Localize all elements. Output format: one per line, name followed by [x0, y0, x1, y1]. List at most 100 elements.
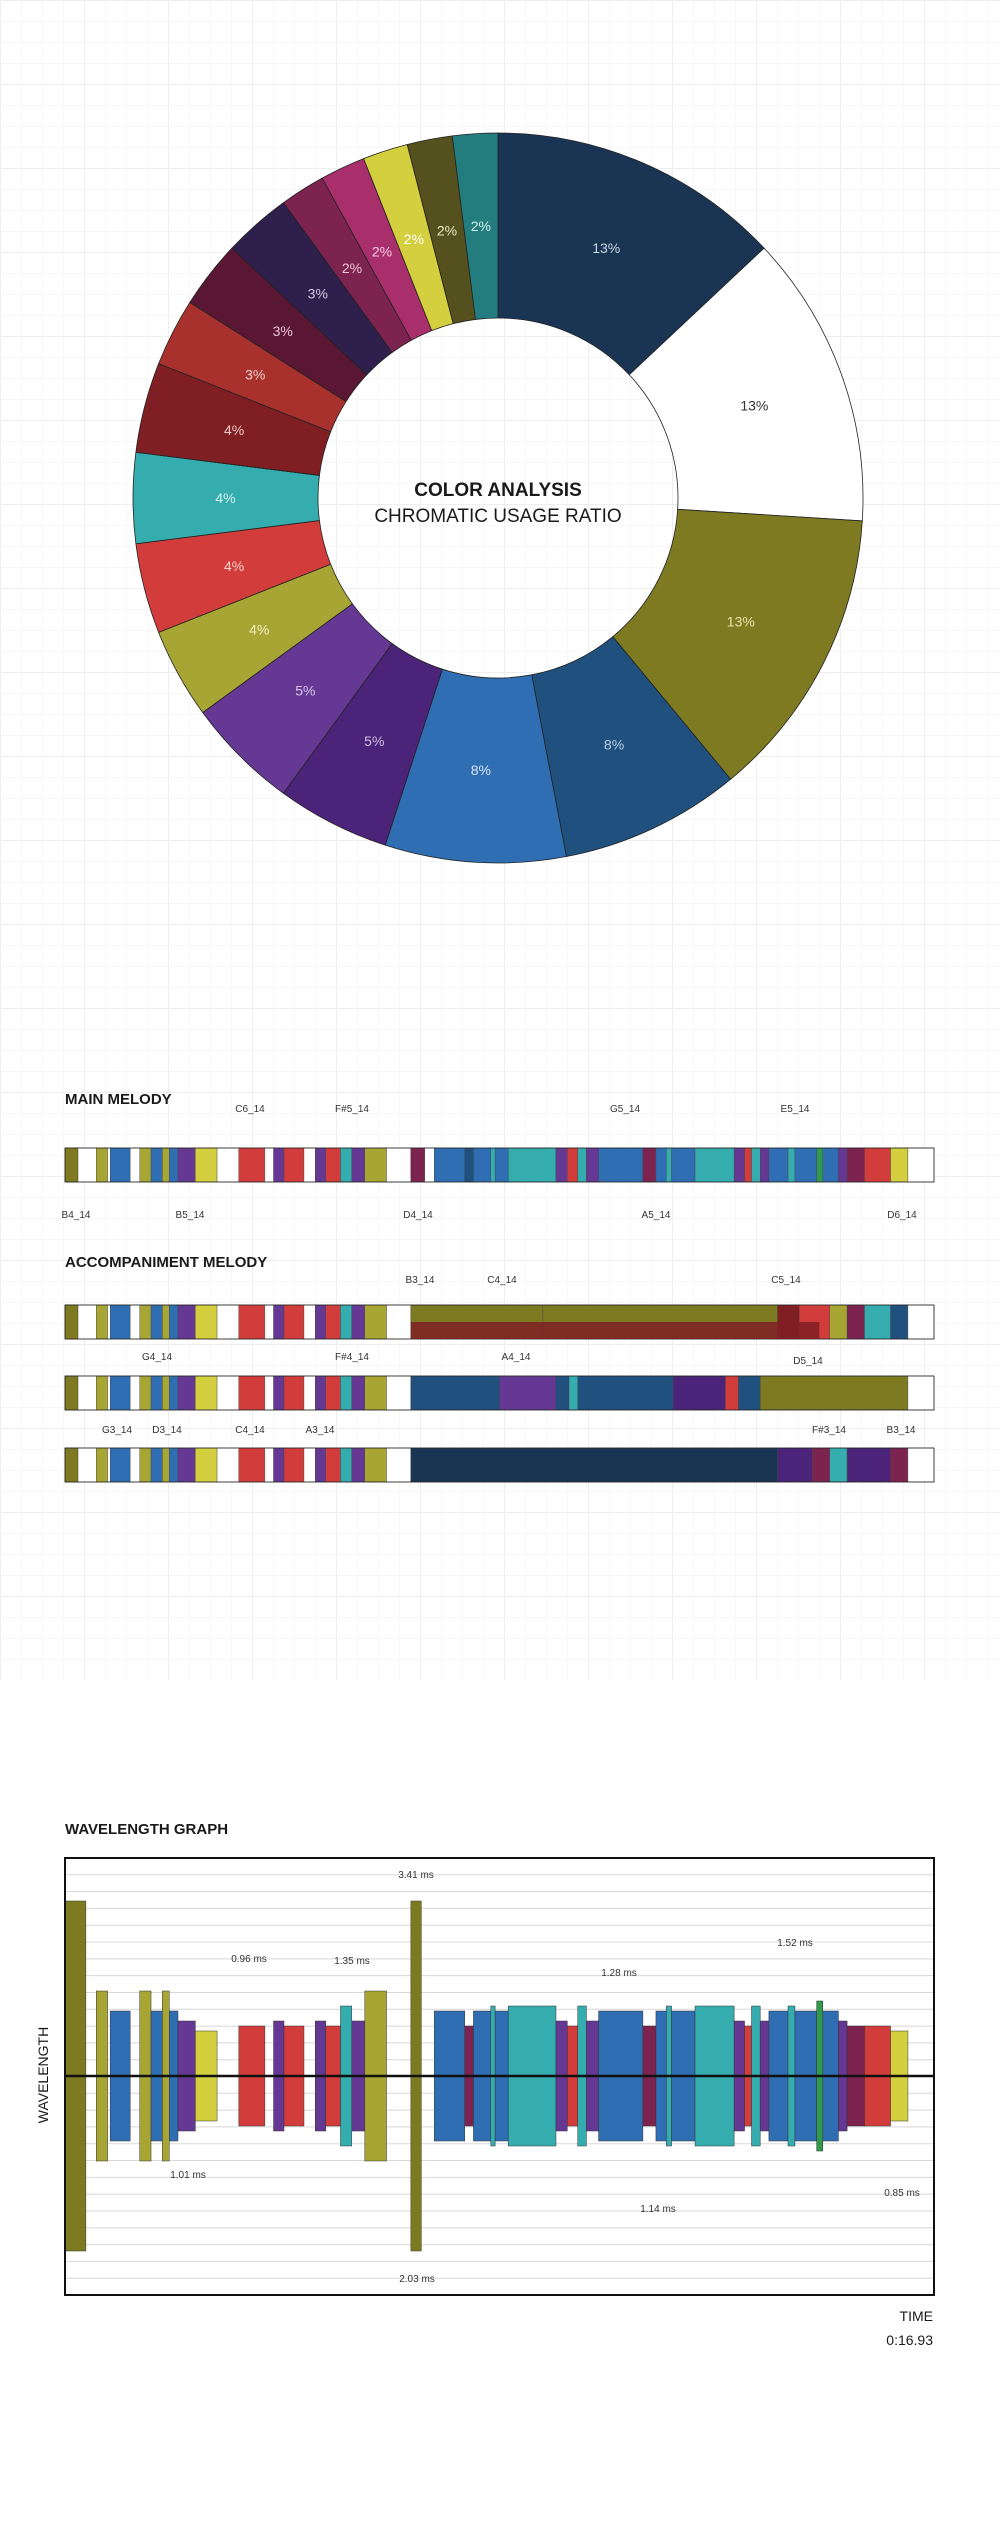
acc-row3-segment-16: [264, 1447, 274, 1483]
acc-row1-segment-17: [273, 1304, 285, 1340]
acc-row2-segment-31: [673, 1375, 726, 1411]
main-segment-55: [864, 1147, 891, 1183]
main-segment-46: [751, 1147, 761, 1183]
donut-slice-label-0: 13%: [592, 240, 620, 256]
main-segment-40: [655, 1147, 667, 1183]
main-segment-57: [907, 1147, 935, 1183]
acc-row1-segment-3: [77, 1304, 97, 1340]
acc-row3-segment-32: [907, 1447, 935, 1483]
acc-row2-segment-15: [238, 1375, 266, 1411]
main-segment-9: [150, 1147, 163, 1183]
donut-slice-label-14: 2%: [342, 260, 362, 276]
main-segment-18: [283, 1147, 305, 1183]
acc-row3-segment-2: [64, 1447, 79, 1483]
donut-slice-label-17: 2%: [437, 222, 457, 238]
acc-row3-frame: [64, 1447, 935, 1483]
acc-row3-segment-4: [96, 1447, 108, 1483]
acc-row3-segment-18: [283, 1447, 305, 1483]
main-segment-35: [567, 1147, 578, 1183]
acc-row3-segment-12: [177, 1447, 196, 1483]
note-label-a4: A4_14: [502, 1352, 531, 1363]
acc-row1-segment-7: [129, 1304, 140, 1340]
main-segment-53: [838, 1147, 848, 1183]
donut-title: COLOR ANALYSIS: [414, 480, 582, 501]
acc-row1-segment-18: [283, 1304, 305, 1340]
main-segment-33: [507, 1147, 557, 1183]
acc-row3-segment-25: [386, 1447, 412, 1483]
note-label-b3-low: B3_14: [887, 1425, 916, 1436]
acc-row1-segment-8: [139, 1304, 152, 1340]
acc-row1-segment-13: [195, 1304, 218, 1340]
main-segment-32: [494, 1147, 509, 1183]
main-segment-23: [351, 1147, 366, 1183]
note-label-d6: D6_14: [887, 1210, 917, 1221]
acc-row3-segment-7: [129, 1447, 140, 1483]
donut-slice-label-5: 5%: [364, 733, 384, 749]
note-label-a3: A3_14: [306, 1425, 335, 1436]
wave-annotations: 3.41 ms 0.96 ms 1.35 ms 1.28 ms 1.52 ms …: [170, 1870, 920, 2285]
acc-row1-segment-4: [96, 1304, 108, 1340]
note-label-c4: C4_14: [487, 1275, 517, 1286]
wave-y-axis-label: WAVELENGTH: [35, 2027, 51, 2123]
accompaniment-labels: B3_14 C4_14 C5_14 G4_14 F#4_14 A4_14 D5_…: [102, 1275, 916, 1436]
main-segment-14: [216, 1147, 239, 1183]
acc-row2-segment-18: [283, 1375, 305, 1411]
main-segment-36: [577, 1147, 587, 1183]
acc-row2-segment-17: [273, 1375, 285, 1411]
note-label-b4: B4_14: [62, 1210, 91, 1221]
acc-row2-segment-9: [150, 1375, 163, 1411]
acc-row3-segment-31: [890, 1447, 909, 1483]
note-label-g4: G4_14: [142, 1352, 172, 1363]
acc-row3-segment-14: [216, 1447, 239, 1483]
main-segment-34: [555, 1147, 568, 1183]
acc-row2-frame: [64, 1375, 935, 1411]
main-segment-2: [64, 1147, 79, 1183]
acc-row2-segment-14: [216, 1375, 239, 1411]
note-label-g5: G5_14: [610, 1104, 640, 1115]
wave-duration: 0:16.93: [886, 2332, 933, 2348]
wave-frame: [64, 1857, 935, 2296]
main-segment-52: [822, 1147, 839, 1183]
wave-note-1-01: 1.01 ms: [170, 2170, 206, 2181]
acc-row2-segment-13: [195, 1375, 218, 1411]
acc-row3-segment-10: [162, 1447, 170, 1483]
main-segment-19: [303, 1147, 316, 1183]
acc-row1-segment-24: [364, 1304, 387, 1340]
acc-row1-segment-33: [890, 1304, 909, 1340]
note-label-d5: D5_14: [793, 1356, 823, 1367]
main-segment-48: [768, 1147, 789, 1183]
main-segment-41: [666, 1147, 672, 1183]
wave-note-1-52: 1.52 ms: [777, 1938, 813, 1949]
acc-row1-segment-21: [325, 1304, 341, 1340]
donut-slice-18: [451, 132, 499, 320]
accompaniment-title: ACCOMPANIMENT MELODY: [65, 1254, 267, 1271]
wave-note-3-41: 3.41 ms: [398, 1870, 434, 1881]
donut-slice-label-3: 8%: [604, 737, 624, 753]
acc-row1-segment-5: [107, 1304, 111, 1340]
acc-row2-segment-25: [386, 1375, 412, 1411]
note-label-g3: G3_14: [102, 1425, 132, 1436]
main-segment-6: [109, 1147, 131, 1183]
acc-row2-segment-20: [315, 1375, 326, 1411]
main-segment-47: [760, 1147, 770, 1183]
acc-row1-segment-19: [303, 1304, 316, 1340]
main-segment-54: [846, 1147, 865, 1183]
acc-row2-segment-10: [162, 1375, 170, 1411]
donut-slice-label-1: 13%: [740, 398, 768, 414]
acc-row2-segment-4: [96, 1375, 108, 1411]
acc-row1-segment-20: [315, 1304, 326, 1340]
acc-row2-segment-32: [725, 1375, 739, 1411]
wavelength-graph: [64, 1857, 935, 2296]
acc-row1-segment-9: [150, 1304, 163, 1340]
donut-slice-label-9: 4%: [215, 490, 235, 506]
main-segment-22: [340, 1147, 352, 1183]
donut-slice-label-4: 8%: [471, 762, 491, 778]
wave-title: WAVELENGTH GRAPH: [65, 1821, 228, 1838]
donut-slice-label-12: 3%: [273, 323, 293, 339]
acc-row1-segment-10: [162, 1304, 170, 1340]
main-segment-30: [473, 1147, 492, 1183]
main-segment-7: [129, 1147, 140, 1183]
note-label-f4sharp: F#4_14: [335, 1352, 369, 1363]
note-label-c4-low: C4_14: [235, 1425, 265, 1436]
